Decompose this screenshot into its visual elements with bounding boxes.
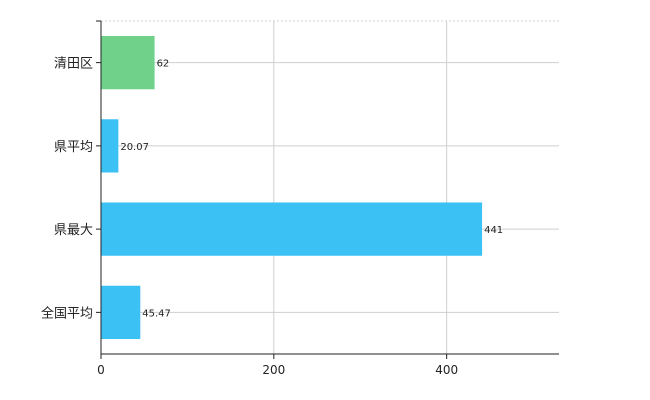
bar-4 bbox=[101, 285, 141, 340]
axis-layer bbox=[96, 20, 559, 359]
data-label: 441 bbox=[484, 225, 503, 236]
category-label: 県最大 bbox=[54, 223, 93, 238]
bar-layer bbox=[101, 35, 483, 340]
bar-3 bbox=[101, 202, 483, 256]
bar-1 bbox=[101, 35, 155, 90]
grid-layer bbox=[101, 20, 559, 354]
data-label: 45.47 bbox=[142, 308, 171, 319]
x-tick-label: 200 bbox=[262, 363, 285, 377]
bar-2 bbox=[101, 119, 119, 173]
category-label: 全国平均 bbox=[41, 305, 93, 321]
x-tick-label: 400 bbox=[435, 363, 458, 377]
x-tick-label: 0 bbox=[97, 363, 105, 377]
category-label: 清田区 bbox=[54, 57, 93, 72]
data-label: 20.07 bbox=[120, 142, 149, 153]
data-label: 62 bbox=[157, 59, 170, 70]
category-label: 県平均 bbox=[54, 140, 93, 155]
